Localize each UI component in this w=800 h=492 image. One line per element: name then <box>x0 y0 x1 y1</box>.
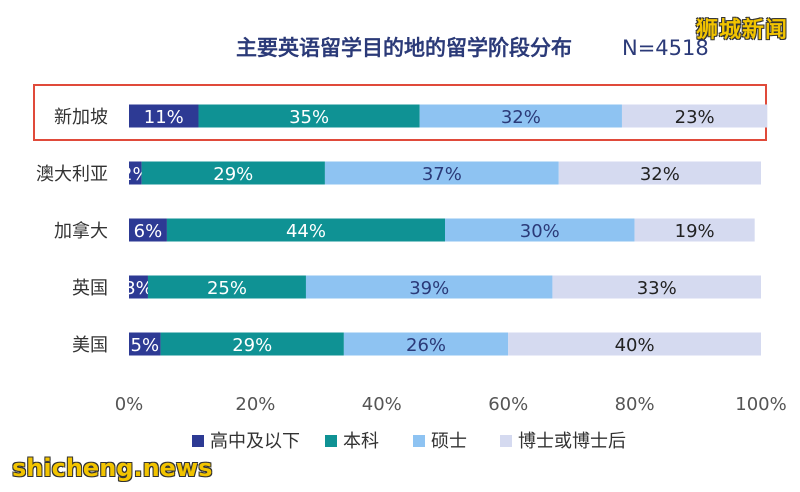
bar-label-0-0: 11% <box>144 107 184 128</box>
x-tick-2: 40% <box>362 394 402 415</box>
bar-2-3 <box>634 218 755 242</box>
bar-4-0 <box>129 332 161 356</box>
bar-label-1-2: 37% <box>422 164 462 185</box>
bar-2-0 <box>129 218 167 242</box>
watermark-bottom-left: shicheng.news <box>12 454 213 482</box>
legend-label-3: 博士或博士后 <box>518 431 626 452</box>
bars-group: 11% 35% 32% 23%2% 29% 37% 32%6% 44% 30% 19%3% 25% 3… <box>121 104 768 356</box>
legend-swatch-1 <box>325 435 337 447</box>
bar-label-4-1: 29% <box>232 335 272 356</box>
x-tick-5: 100% <box>735 394 786 415</box>
bar-label-2-0: 6% <box>134 221 163 242</box>
bar-3-1 <box>147 275 306 299</box>
bar-0-0 <box>129 104 199 128</box>
bar-label-3-3: 33% <box>637 278 677 299</box>
bar-1-3 <box>558 161 761 185</box>
bar-label-2-2: 30% <box>520 221 560 242</box>
legend-swatch-3 <box>500 435 512 447</box>
legend-label-0: 高中及以下 <box>210 431 300 452</box>
bar-label-2-1: 44% <box>286 221 326 242</box>
bar-0-3 <box>621 104 768 128</box>
bar-4-2 <box>343 332 509 356</box>
bar-label-3-0: 3% <box>124 278 153 299</box>
legend: 高中及以下 本科 硕士 博士或博士后 <box>192 431 626 452</box>
x-tick-4: 80% <box>615 394 655 415</box>
legend-label-2: 硕士 <box>431 431 467 452</box>
bar-label-4-0: 5% <box>131 335 160 356</box>
x-tick-3: 60% <box>488 394 528 415</box>
category-label-0: 新加坡 <box>54 107 108 128</box>
legend-swatch-0 <box>192 435 204 447</box>
category-label-3: 英国 <box>72 278 108 299</box>
bar-0-2 <box>419 104 622 128</box>
bar-label-0-1: 35% <box>289 107 329 128</box>
bar-label-0-2: 32% <box>501 107 541 128</box>
category-label-4: 美国 <box>72 335 108 356</box>
sample-size: N=4518 <box>622 36 709 60</box>
bar-label-2-3: 19% <box>675 221 715 242</box>
bar-label-1-3: 32% <box>640 164 680 185</box>
bar-1-2 <box>324 161 559 185</box>
bar-3-2 <box>305 275 553 299</box>
legend-label-1: 本科 <box>343 431 379 452</box>
bar-label-4-2: 26% <box>406 335 446 356</box>
legend-swatch-2 <box>413 435 425 447</box>
chart-title: 主要英语留学目的地的留学阶段分布 <box>236 36 572 60</box>
bar-0-1 <box>198 104 420 128</box>
x-tick-0: 0% <box>115 394 144 415</box>
bar-2-1 <box>166 218 446 242</box>
category-label-2: 加拿大 <box>54 220 108 242</box>
category-label-1: 澳大利亚 <box>36 164 108 185</box>
bar-3-0 <box>129 275 148 299</box>
bar-label-4-3: 40% <box>615 335 655 356</box>
bar-1-1 <box>141 161 325 185</box>
bar-2-2 <box>445 218 635 242</box>
x-axis-ticks: 0% 20% 40% 60% 80% 100% <box>115 394 787 415</box>
bar-label-3-2: 39% <box>409 278 449 299</box>
bar-label-3-1: 25% <box>207 278 247 299</box>
bar-4-1 <box>160 332 344 356</box>
bar-label-1-1: 29% <box>213 164 253 185</box>
bar-3-3 <box>552 275 761 299</box>
bar-1-0 <box>129 161 142 185</box>
watermark-top-right: 狮城新闻 <box>695 18 788 43</box>
x-tick-1: 20% <box>235 394 275 415</box>
bar-4-3 <box>508 332 761 356</box>
bar-label-0-3: 23% <box>675 107 715 128</box>
